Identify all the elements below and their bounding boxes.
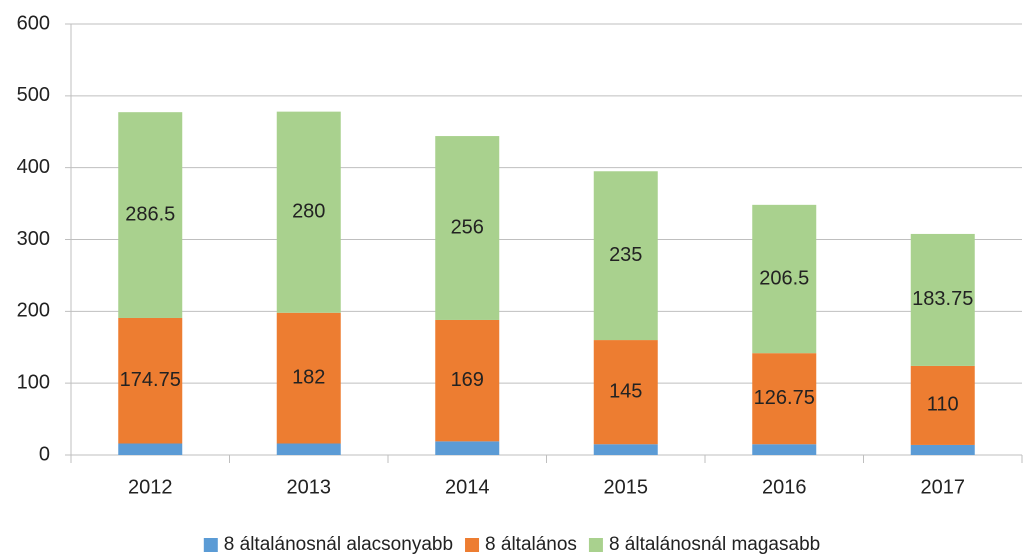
y-tick-label: 500 [17,84,50,106]
data-label: 183.75 [912,288,973,310]
data-label: 206.5 [759,267,809,289]
data-label: 280 [292,200,325,222]
legend-label: 8 általános [485,534,577,555]
bar-segment [910,444,975,455]
bar-segment [752,353,817,445]
bar-segment [593,340,658,445]
data-label: 169 [451,369,484,391]
x-tick-label: 2016 [762,476,807,498]
y-tick-label: 300 [17,228,50,250]
bar-segment [435,319,500,442]
legend-swatch [588,538,603,552]
legend-label: 8 általánosnál alacsonyabb [224,534,453,555]
data-label: 174.75 [120,369,181,391]
y-tick-label: 600 [17,12,50,34]
bar-segment [276,443,341,455]
data-label: 110 [927,394,959,416]
legend-swatch [203,538,218,552]
y-tick-label: 400 [17,156,50,178]
bar-segment [118,112,183,318]
x-tick-label: 2017 [921,476,966,498]
bar-segment [118,317,183,444]
bar-segment [435,136,500,320]
y-tick-label: 200 [17,300,50,322]
bar-segment [276,312,341,444]
data-label: 235 [609,244,642,266]
bar-segment [910,233,975,366]
x-tick-label: 2014 [445,476,490,498]
bar-segment [118,443,183,455]
data-label: 182 [292,366,325,388]
x-tick-label: 2015 [604,476,649,498]
y-tick-label: 100 [17,371,50,393]
y-tick-label: 0 [39,443,50,465]
x-tick-label: 2012 [128,476,173,498]
legend-swatch [465,538,480,552]
data-label: 126.75 [754,387,815,409]
data-label: 145 [609,380,642,402]
data-label: 286.5 [125,203,175,225]
bar-segment [752,444,817,455]
x-tick-label: 2013 [287,476,332,498]
bar-segment [276,111,341,313]
bar-segment [593,444,658,455]
legend: 8 általánosnál alacsonyabb 8 általános 8 á… [203,534,820,555]
bar-segment [752,204,817,354]
bar-segment [910,365,975,445]
bar-segment [435,441,500,455]
data-label: 256 [451,216,484,238]
bar-segment [593,171,658,341]
legend-label: 8 általánosnál magasabb [609,534,820,555]
